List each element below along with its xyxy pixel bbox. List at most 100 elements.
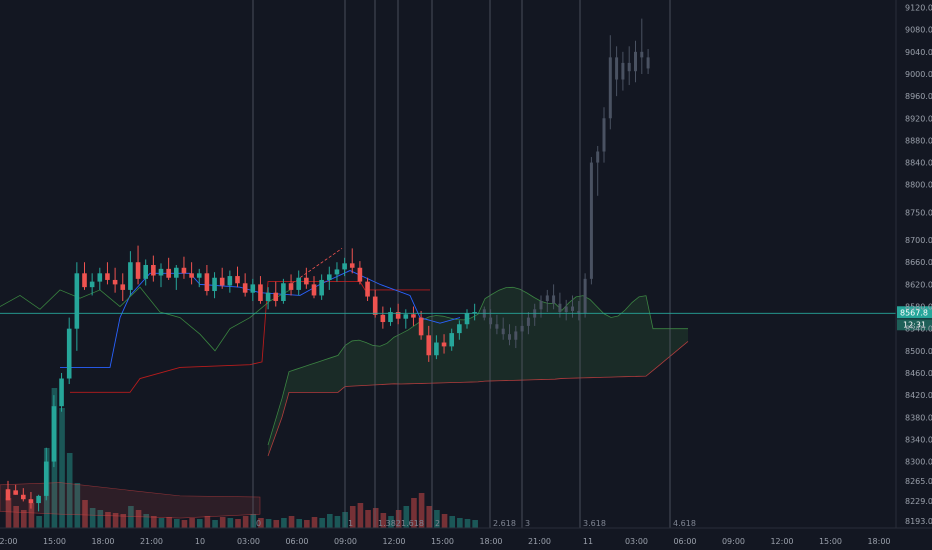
candle-body[interactable] (296, 277, 301, 290)
candle-body[interactable] (128, 262, 133, 290)
candle-body[interactable] (441, 342, 447, 347)
candle-body[interactable] (219, 277, 225, 286)
candle-body[interactable] (120, 284, 126, 290)
senkou-span-a (267, 286, 688, 446)
candle-body[interactable] (227, 276, 233, 286)
volume-bar (5, 498, 12, 528)
price-tick-label: 8960.0 (905, 92, 932, 101)
candle-body[interactable] (411, 314, 416, 318)
volume-bar (365, 510, 371, 528)
candle-body[interactable] (464, 313, 470, 325)
candle-body[interactable] (281, 283, 286, 301)
candle-body[interactable] (181, 267, 187, 274)
volume-bar (357, 503, 364, 528)
candle-body[interactable] (21, 494, 26, 500)
candle-body[interactable] (242, 283, 248, 293)
candle-body[interactable] (357, 267, 363, 282)
candle-body[interactable] (449, 333, 454, 347)
candle-body[interactable] (418, 317, 424, 336)
time-tick-label: 18:00 (91, 537, 114, 546)
volume-bar (395, 510, 402, 528)
volume-bar (112, 513, 119, 528)
candle-body[interactable] (196, 273, 202, 278)
price-line-layer: 8567.8 12:31 (0, 306, 932, 331)
candle-body[interactable] (235, 276, 240, 284)
candle-body[interactable] (258, 284, 263, 301)
candle-body[interactable] (319, 279, 324, 296)
candle-body[interactable] (250, 284, 256, 293)
ghost-candle-body (539, 300, 543, 310)
candle-body[interactable] (311, 284, 317, 296)
price-tick-label: 8920.0 (905, 114, 932, 123)
time-tick-label: 10 (195, 537, 205, 546)
candle-body[interactable] (365, 281, 370, 297)
candle-body[interactable] (66, 328, 72, 379)
fib-layer: 0 1 1.382 1.618 2 2.618 3 3.618 4.618 (252, 0, 696, 528)
ghost-candle-body (552, 295, 556, 304)
candle-body[interactable] (158, 268, 164, 276)
price-tick-label: 8420.0 (905, 391, 932, 400)
candle-body[interactable] (43, 461, 49, 496)
candle-body[interactable] (434, 342, 439, 356)
fib-level-label: 0 (256, 519, 261, 528)
ghost-candle-body (634, 51, 637, 72)
candle-body[interactable] (304, 277, 309, 285)
candle-body[interactable] (388, 312, 393, 323)
candle-body[interactable] (342, 263, 347, 270)
fib-level-label: 1 (348, 519, 353, 528)
candle-body[interactable] (327, 274, 332, 280)
candle-body[interactable] (288, 283, 294, 290)
candle-body[interactable] (174, 267, 179, 278)
price-tick-label: 9000.0 (905, 70, 932, 79)
time-tick-label: 21:00 (528, 537, 551, 546)
candle-body[interactable] (13, 490, 18, 495)
fib-level-label: 2 (435, 519, 440, 528)
ghost-candle-body (545, 295, 549, 301)
candle-body[interactable] (28, 499, 34, 504)
candle-body[interactable] (5, 489, 11, 501)
candle-body[interactable] (97, 273, 103, 282)
fib-level-label: 2.618 (493, 519, 516, 528)
candle-body[interactable] (151, 265, 156, 276)
volume-bar (388, 516, 394, 528)
candle-body[interactable] (51, 406, 57, 462)
candle-body[interactable] (36, 495, 41, 504)
candle-body[interactable] (334, 269, 340, 275)
candle-body[interactable] (426, 335, 432, 356)
price-tick-label: 8380.0 (905, 413, 932, 422)
candle-body[interactable] (189, 273, 194, 278)
candle-body[interactable] (59, 378, 64, 407)
candle-body[interactable] (143, 265, 148, 279)
candle-body[interactable] (349, 263, 355, 268)
candle-body[interactable] (395, 312, 401, 319)
candle-body[interactable] (74, 273, 80, 329)
volume-bar (441, 514, 448, 528)
candle-body[interactable] (380, 314, 386, 323)
candle-body[interactable] (204, 273, 210, 292)
volume-bar (28, 503, 35, 528)
candle-body[interactable] (89, 281, 95, 288)
volume-bar (426, 506, 433, 528)
candle-body[interactable] (82, 273, 87, 288)
volume-bar (59, 408, 65, 528)
price-tick-label: 8340.0 (905, 435, 932, 444)
time-tick-label: 12:00 (382, 537, 405, 546)
candle-body[interactable] (472, 312, 477, 314)
candle-body[interactable] (112, 279, 118, 285)
candle-body[interactable] (166, 268, 171, 278)
candle-body[interactable] (273, 292, 279, 301)
projection-layer (482, 18, 650, 349)
volume-bar (434, 510, 440, 528)
candle-body[interactable] (403, 314, 409, 319)
price-tick-label: 8265.0 (905, 477, 932, 486)
candle-body[interactable] (212, 277, 217, 292)
volume-bar (464, 519, 471, 528)
candle-body[interactable] (105, 273, 110, 280)
time-axis: 12:00 15:00 18:00 21:00 10 03:00 06:00 09:00 12:… (0, 527, 932, 546)
time-tick-label: 18:00 (479, 537, 502, 546)
candle-body[interactable] (457, 324, 462, 334)
candle-body[interactable] (135, 262, 141, 279)
candle-body[interactable] (372, 296, 378, 315)
candle-body[interactable] (265, 292, 271, 301)
